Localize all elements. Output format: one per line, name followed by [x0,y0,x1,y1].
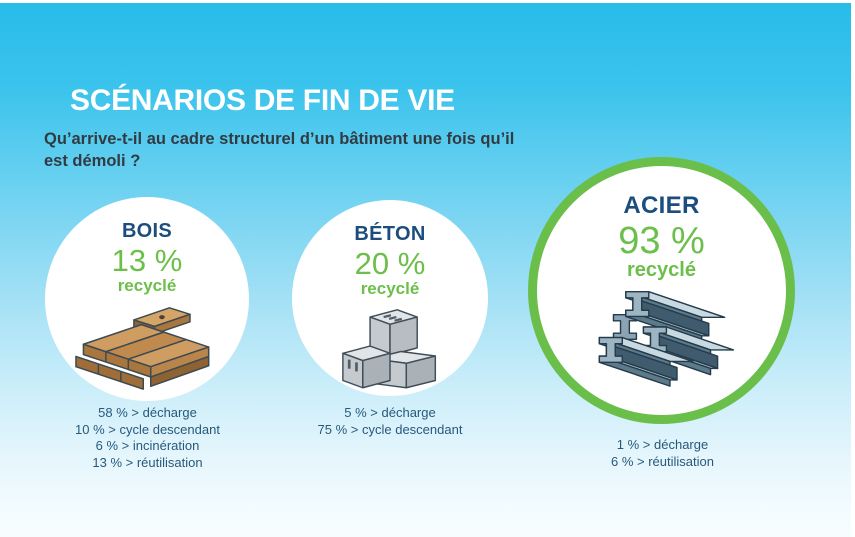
breakdown-line: 10 % > cycle descendant [75,421,220,437]
breakdown-line: 6 % > réutilisation [611,453,714,469]
material-name: BOIS [121,220,173,242]
concrete-blocks-icon [342,309,437,389]
beton-breakdown: 5 % > décharge 75 % > cycle descendant [275,405,505,438]
page-subtitle: Qu’arrive-t-il au cadre structurel d’un … [44,130,515,170]
material-name: ACIER [623,192,700,219]
material-percent: 20 % [354,246,426,281]
material-name: BÉTON [354,223,426,245]
breakdown-line: 6 % > incinération [95,438,200,453]
steel-beams-icon [598,291,734,387]
material-recycled-label: recyclé [360,279,420,298]
breakdown-line: 58 % > décharge [98,405,197,420]
breakdown-line: 75 % > cycle descendant [317,421,463,437]
acier-circle-highlighted: ACIER 93 % recyclé [528,157,795,424]
wood-planks-icon [75,307,210,390]
breakdown-line: 1 % > décharge [616,437,709,452]
material-recycled-label: recyclé [117,276,177,295]
beton-circle: BÉTON 20 % recyclé [292,200,488,396]
breakdown-line: 13 % > réutilisation [92,454,203,470]
acier-breakdown: 1 % > décharge 6 % > réutilisation [540,437,785,470]
page-title: SCÉNARIOS DE FIN DE VIE [70,84,455,117]
material-percent: 13 % [111,243,183,278]
top-edge-border [0,0,855,3]
right-edge-border [851,0,855,537]
bois-breakdown: 58 % > décharge 10 % > cycle descendant … [25,405,270,471]
material-percent: 93 % [618,220,705,262]
breakdown-line: 5 % > décharge [344,405,436,420]
bois-circle: BOIS 13 % recyclé [45,197,249,401]
material-recycled-label: recyclé [627,259,696,281]
